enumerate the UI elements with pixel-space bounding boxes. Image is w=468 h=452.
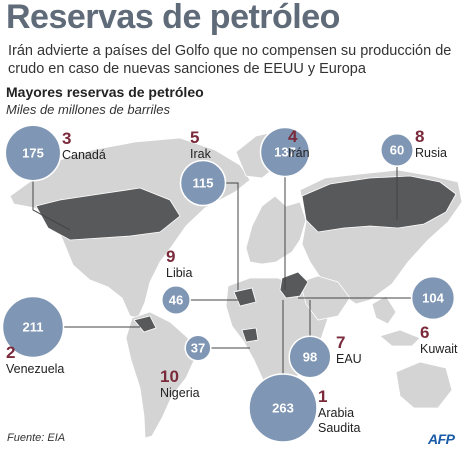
rank-nigeria: 10: [160, 367, 179, 386]
bubble-value-venezuela: 211: [23, 320, 44, 335]
bubble-value-arabia-saudita: 263: [272, 401, 294, 416]
bubble-rusia: [380, 133, 414, 167]
bubble-value-rusia: 60: [390, 143, 404, 158]
map-highlight-venezuela: [133, 315, 157, 333]
map-highlight-gulf: [279, 271, 309, 299]
bubble-value-iran: 137: [274, 145, 296, 160]
map-australia: [395, 361, 453, 409]
rank-irak: 5: [190, 128, 199, 147]
bubble-value-libia: 46: [169, 293, 183, 308]
bubble-venezuela: [1, 295, 65, 359]
map-highlight-russia: [301, 175, 457, 233]
rank-eau: 7: [336, 333, 345, 352]
bubble-eau: [288, 335, 332, 379]
country-label-arabia-saudita: Arabia: [318, 406, 354, 420]
map-south-america: [125, 311, 197, 439]
bubble-value-canada: 175: [22, 146, 44, 161]
country-label-libia: Libia: [166, 266, 192, 280]
country-label-rusia: Rusia: [415, 146, 447, 160]
bubble-arabia-saudita: [248, 373, 318, 443]
bubble-value-eau: 98: [303, 350, 317, 365]
rank-kuwait: 6: [420, 323, 429, 342]
bubble-libia: [161, 285, 191, 315]
country-label-arabia-saudita: Saudita: [318, 421, 360, 435]
page-subtitle: Irán advierte a países del Golfo que no …: [8, 43, 452, 77]
rank-iran: 4: [288, 127, 298, 146]
source-note: Fuente: EIA: [7, 432, 66, 444]
afp-logo: AFP: [428, 431, 455, 447]
country-label-venezuela: Venezuela: [6, 362, 64, 376]
country-label-iran: Irán: [288, 146, 310, 160]
country-label-nigeria: Nigeria: [160, 386, 200, 400]
map-highlight-libya: [233, 287, 257, 307]
bubble-irak: [179, 159, 227, 207]
chart-unit: Miles de millones de barriles: [6, 102, 171, 117]
rank-canada: 3: [62, 129, 71, 148]
bubble-value-kuwait: 104: [422, 291, 444, 306]
bubbles: [1, 124, 456, 443]
bubble-canada: [4, 124, 62, 182]
map-southeast-asia: [371, 295, 397, 325]
country-label-canada: Canadá: [62, 148, 106, 162]
bubble-value-irak: 115: [193, 176, 214, 191]
page-title: Reservas de petróleo: [6, 0, 340, 36]
country-label-irak: Irak: [190, 147, 212, 161]
bubble-iran: [259, 126, 311, 178]
rank-rusia: 8: [415, 127, 424, 146]
bubble-kuwait: [410, 275, 456, 321]
header: Reservas de petróleo Irán advierte a paí…: [0, 0, 468, 125]
map-europe: [245, 195, 307, 265]
bubble-value-nigeria: 37: [191, 341, 205, 356]
country-label-kuwait: Kuwait: [420, 342, 458, 356]
map-highlight-nigeria: [241, 327, 259, 343]
rank-arabia-saudita: 1: [318, 387, 327, 406]
map-highlight-canada: [35, 187, 181, 241]
chart-title: Mayores reservas de petróleo: [6, 84, 204, 100]
rank-venezuela: 2: [6, 343, 15, 362]
rank-libia: 9: [166, 247, 175, 266]
bubble-nigeria: [184, 334, 212, 362]
country-label-eau: EAU: [336, 352, 362, 366]
world-map: [9, 129, 463, 439]
map-indonesia: [379, 329, 421, 347]
